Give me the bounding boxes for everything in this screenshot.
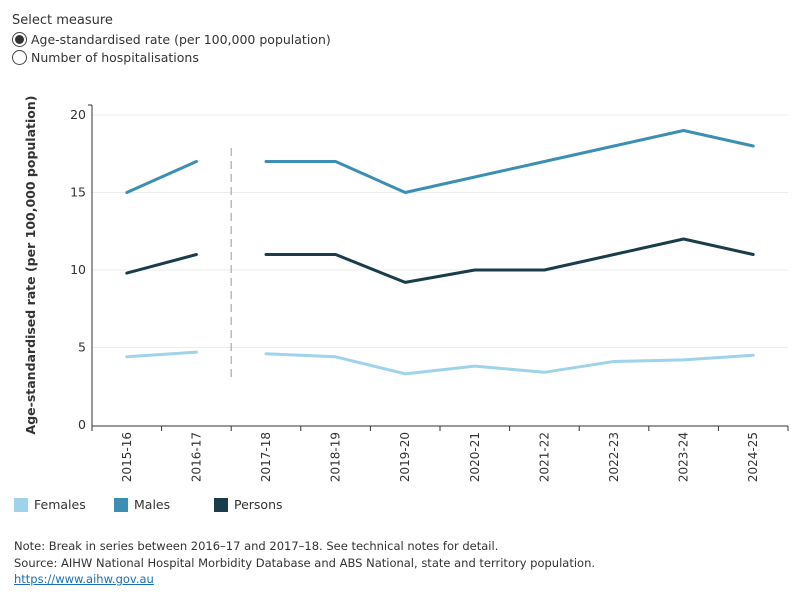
footer-link[interactable]: https://www.aihw.gov.au (14, 572, 154, 586)
legend-swatch-males (114, 497, 128, 512)
legend-item-persons[interactable]: Persons (214, 497, 283, 512)
radio-option-number[interactable]: Number of hospitalisations (12, 50, 199, 65)
x-tick-label: 2016-17 (189, 432, 203, 482)
x-tick-label: 2018-19 (329, 432, 343, 482)
legend-label-females: Females (34, 497, 86, 512)
y-axis-label: Age-standardised rate (per 100,000 popul… (23, 96, 38, 435)
radio-dot (15, 35, 24, 44)
series-lines (125, 129, 755, 376)
legend-label-persons: Persons (234, 497, 283, 512)
x-tick-label: 2021-22 (537, 432, 551, 482)
footer-note: Note: Break in series between 2016–17 an… (14, 539, 499, 553)
grid-lines (92, 114, 788, 348)
legend-swatch-persons (214, 497, 228, 512)
y-tick-label: 10 (70, 262, 86, 277)
y-tick-label: 15 (70, 185, 86, 200)
x-tick-labels: 2015-16 2016-17 2017-18 2018-19 2019-20 2020-… (120, 432, 760, 482)
legend-item-females[interactable]: Females (14, 497, 114, 512)
x-tick-label: 2017-18 (259, 432, 273, 482)
chart-legend: Females Males Persons (14, 497, 283, 512)
series-line-males-before-break (125, 160, 198, 194)
radio-label-number: Number of hospitalisations (31, 50, 199, 65)
x-tick-label: 2020-21 (468, 432, 482, 482)
legend-swatch-females (14, 497, 28, 512)
y-tick-label: 0 (78, 417, 86, 432)
x-tick-label: 2019-20 (398, 432, 412, 482)
series-line-males-after-break (264, 129, 755, 194)
radio-button-selected[interactable] (12, 32, 27, 47)
chart-axes (88, 104, 789, 431)
series-line-females-after-break (264, 352, 755, 376)
x-tick-label: 2024-25 (746, 432, 760, 482)
x-tick-label: 2015-16 (120, 432, 134, 482)
x-tick-label: 2023-24 (677, 432, 691, 482)
y-tick-label: 5 (78, 340, 86, 355)
footer-source: Source: AIHW National Hospital Morbidity… (14, 556, 596, 570)
select-measure-title: Select measure (12, 13, 113, 28)
series-line-persons-before-break (125, 253, 198, 275)
x-tick-label: 2022-23 (607, 432, 621, 482)
radio-button-unselected[interactable] (12, 50, 27, 65)
y-tick-labels: 0 5 10 15 20 (70, 107, 86, 432)
series-line-females-before-break (125, 350, 198, 359)
y-tick-label: 20 (70, 107, 86, 122)
series-line-persons-after-break (264, 237, 755, 284)
legend-label-males: Males (134, 497, 171, 512)
legend-item-males[interactable]: Males (114, 497, 214, 512)
radio-label-rate: Age-standardised rate (per 100,000 popul… (31, 32, 331, 47)
radio-option-rate[interactable]: Age-standardised rate (per 100,000 popul… (12, 32, 331, 47)
